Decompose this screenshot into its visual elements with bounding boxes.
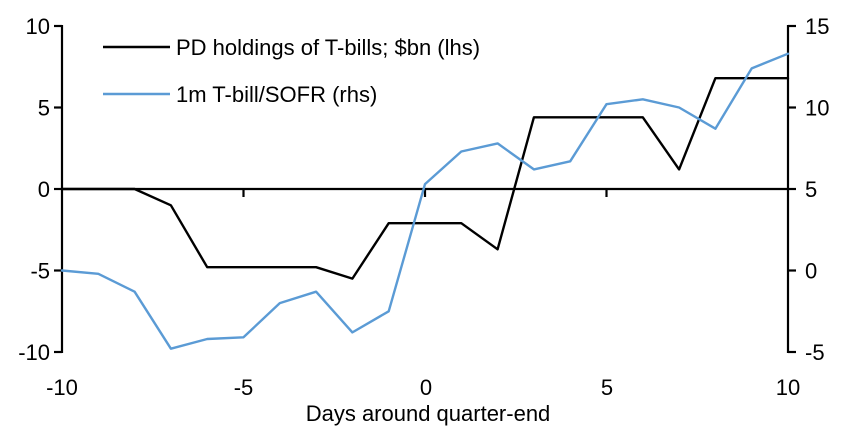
legend: PD holdings of T-bills; $bn (lhs) 1m T-b… — [103, 35, 480, 107]
y-axis-left-ticks — [54, 24, 62, 354]
y-axis-right-ticks — [788, 24, 796, 354]
x-tick-label: 5 — [601, 375, 613, 400]
legend-item-pd-holdings: PD holdings of T-bills; $bn (lhs) — [103, 35, 480, 60]
y-right-tick-label: -5 — [805, 340, 825, 365]
y-left-tick-label: 5 — [38, 96, 50, 121]
x-tick-label: 10 — [776, 375, 800, 400]
legend-label-1m-tbill-sofr: 1m T-bill/SOFR (rhs) — [176, 82, 377, 107]
y-right-tick-label: 15 — [805, 14, 829, 39]
y-right-tick-label: 10 — [805, 96, 829, 121]
y-axis-left-labels: 10 5 0 -5 -10 — [18, 14, 50, 365]
y-left-tick-label: -5 — [30, 259, 50, 284]
y-left-tick-label: 10 — [26, 14, 50, 39]
y-left-tick-label: 0 — [38, 177, 50, 202]
y-left-tick-label: -10 — [18, 340, 50, 365]
legend-item-1m-tbill-sofr: 1m T-bill/SOFR (rhs) — [103, 82, 377, 107]
x-tick-label: -10 — [46, 375, 78, 400]
legend-label-pd-holdings: PD holdings of T-bills; $bn (lhs) — [176, 35, 480, 60]
x-axis-title: Days around quarter-end — [306, 401, 551, 426]
x-axis-ticks — [242, 189, 608, 197]
x-axis-tick-labels: -10 -5 0 5 10 — [46, 375, 800, 400]
series-line-1m-tbill-sofr — [60, 52, 790, 350]
y-right-tick-label: 0 — [805, 259, 817, 284]
series-line-pd-holdings — [60, 76, 790, 280]
y-right-tick-label: 5 — [805, 177, 817, 202]
x-tick-label: 0 — [420, 375, 432, 400]
x-tick-label: -5 — [234, 375, 254, 400]
y-axis-right-labels: 15 10 5 0 -5 — [805, 14, 829, 365]
series-lines — [60, 52, 790, 350]
